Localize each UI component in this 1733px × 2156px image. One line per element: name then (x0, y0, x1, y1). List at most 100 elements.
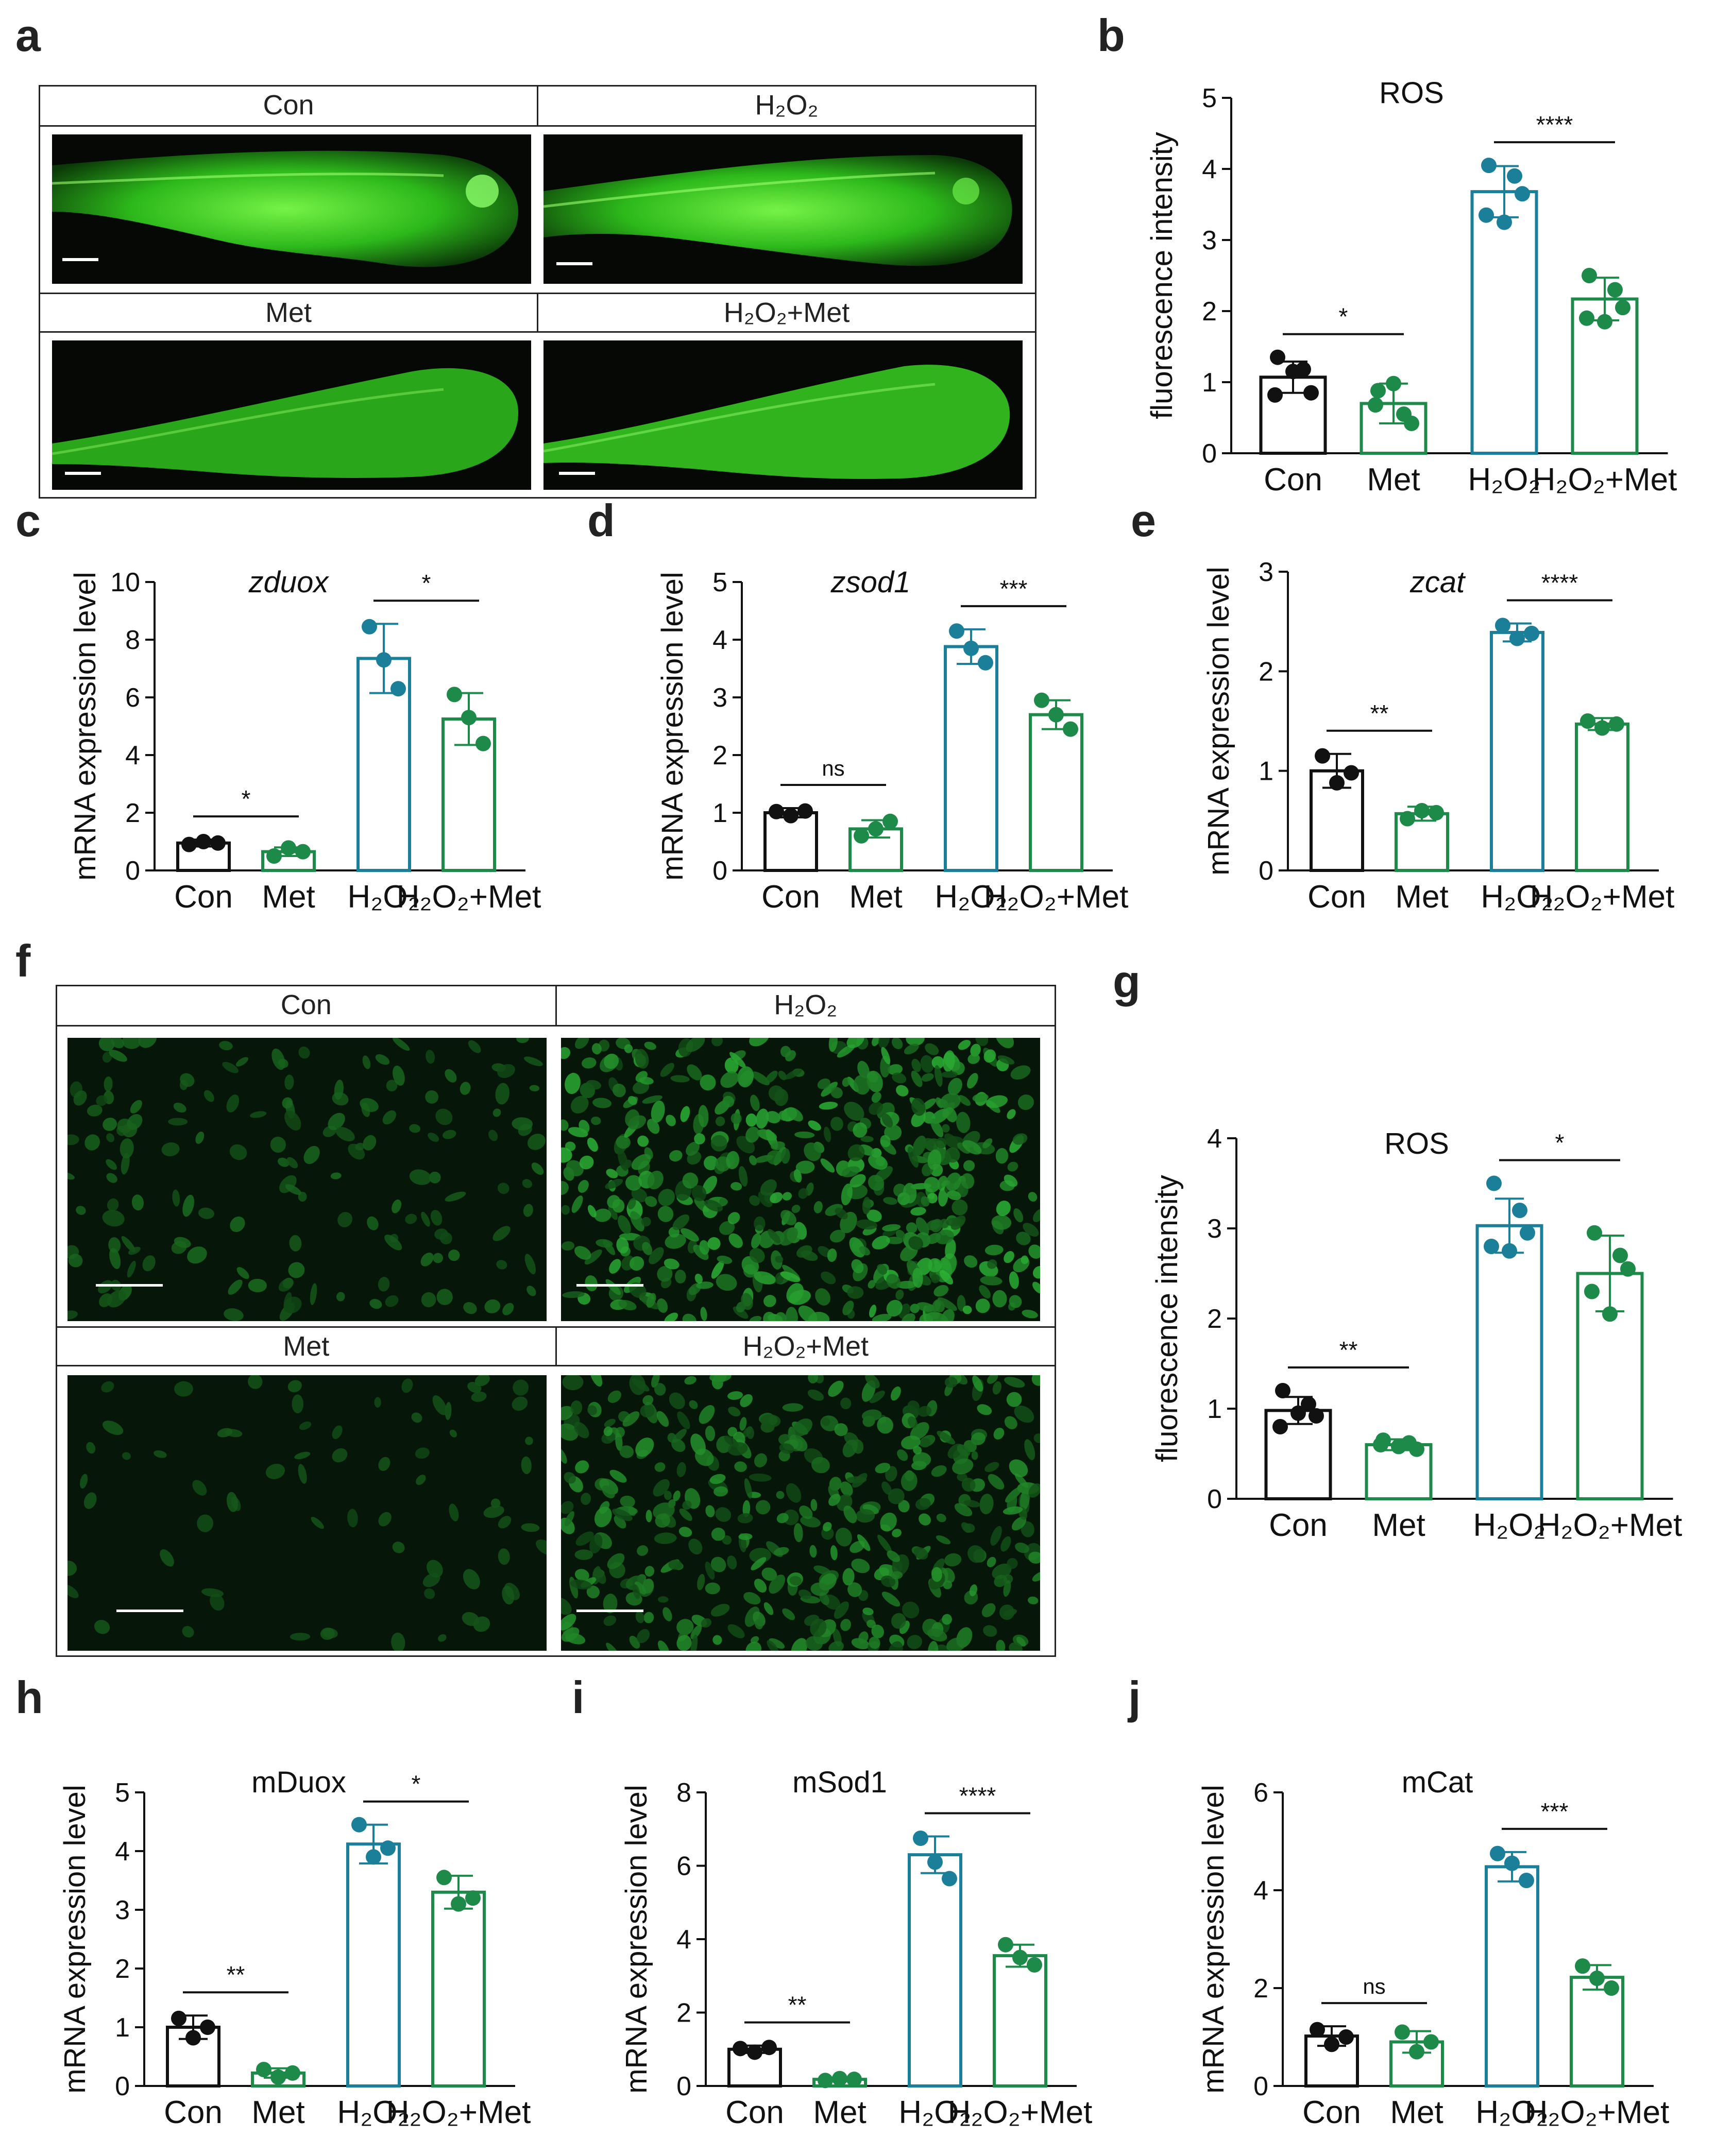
bar (1475, 1224, 1543, 1500)
cell (936, 1535, 951, 1545)
cell (624, 1044, 633, 1053)
cell (908, 1236, 924, 1250)
cell (460, 1082, 471, 1095)
cell (980, 1276, 1003, 1286)
cell (749, 1315, 762, 1321)
data-point (185, 2030, 201, 2046)
cell (229, 1144, 247, 1160)
cell (907, 1400, 920, 1412)
data-point (1275, 1383, 1290, 1398)
cell (616, 1135, 631, 1149)
cell (586, 1585, 600, 1599)
cell (660, 1063, 674, 1077)
cell (722, 1535, 732, 1545)
y-axis-label: mRNA expression level (1197, 1785, 1230, 2094)
cell (463, 1569, 480, 1589)
data-point (1490, 1845, 1505, 1861)
cell (823, 1126, 831, 1142)
cell (235, 1057, 248, 1067)
y-axis-label: mRNA expression level (656, 572, 689, 881)
data-point (210, 835, 226, 851)
data-point (1589, 1971, 1605, 1986)
cell (332, 1425, 343, 1440)
cell (975, 1038, 989, 1046)
cell (738, 1166, 748, 1187)
y-tick-label: 0 (1259, 856, 1273, 886)
cell (947, 1190, 961, 1201)
cell (911, 1058, 921, 1072)
cell (657, 1206, 674, 1222)
cell (749, 1155, 757, 1166)
bar (346, 1842, 401, 2087)
cell (829, 1229, 845, 1243)
cell (502, 1303, 514, 1315)
data-point (1303, 385, 1319, 401)
cell (463, 1302, 477, 1314)
x-tick-label: Con (174, 879, 233, 915)
cell (705, 1561, 715, 1580)
cell (926, 1220, 941, 1230)
data-point (1272, 1419, 1288, 1434)
cell (738, 1533, 753, 1540)
image-header-top: Con H₂O₂ (40, 87, 1035, 127)
data-point (1495, 618, 1510, 634)
cell (756, 1108, 769, 1129)
cell (745, 1113, 757, 1127)
cell (448, 1250, 460, 1261)
cell (892, 1072, 907, 1084)
data-point (1290, 1405, 1306, 1421)
cell (426, 1050, 435, 1064)
cell (704, 1156, 718, 1171)
y-tick-label: 3 (712, 683, 727, 713)
cell (445, 1191, 466, 1202)
cell (67, 1560, 77, 1576)
significance-label: * (1555, 1130, 1565, 1156)
cell (393, 1065, 405, 1086)
cell (912, 1452, 931, 1467)
cell (362, 1055, 371, 1069)
y-tick-label: 5 (115, 1778, 130, 1808)
image-label-con: Con (280, 989, 332, 1020)
y-tick-label: 0 (1253, 2072, 1268, 2101)
cell (641, 1217, 651, 1227)
data-point (295, 844, 311, 860)
bar (1575, 722, 1629, 872)
cell (647, 1119, 660, 1134)
cell (421, 1211, 430, 1227)
significance-label: ** (1370, 700, 1389, 727)
cell (924, 1177, 940, 1193)
cell (67, 1310, 78, 1320)
cell (107, 1290, 126, 1308)
cell (250, 1111, 267, 1118)
cell (866, 1619, 876, 1628)
cell (1004, 1251, 1014, 1263)
cell (416, 1475, 426, 1485)
cell (1009, 1295, 1022, 1308)
cell (846, 1038, 864, 1049)
cell (878, 1038, 890, 1049)
cell (783, 1509, 799, 1526)
x-tick-label: Met (1395, 879, 1448, 915)
cell (656, 1411, 669, 1427)
cell (918, 1406, 932, 1417)
data-point (1607, 282, 1623, 298)
cell (715, 1116, 725, 1126)
data-point (1612, 1247, 1628, 1263)
cell (647, 1170, 664, 1190)
cell (728, 1233, 743, 1248)
cell (270, 1136, 286, 1153)
cell (768, 1085, 785, 1102)
cell (820, 1158, 835, 1173)
y-tick-label: 2 (712, 741, 727, 771)
cell (1028, 1596, 1039, 1604)
cell (654, 1462, 666, 1472)
data-point (1597, 314, 1612, 330)
cell (690, 1624, 702, 1639)
significance-label: *** (1541, 1798, 1569, 1825)
cell (915, 1217, 929, 1236)
cell-image-h2o2-met (561, 1375, 1040, 1651)
image-label-h2o2-met: H₂O₂+Met (555, 1328, 1055, 1365)
cell (944, 1553, 962, 1567)
data-point (1512, 1203, 1527, 1218)
y-tick-label: 5 (1202, 83, 1217, 113)
